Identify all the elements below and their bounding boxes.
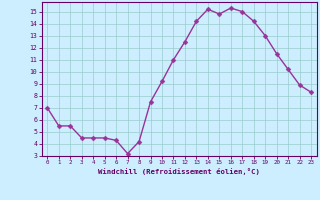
X-axis label: Windchill (Refroidissement éolien,°C): Windchill (Refroidissement éolien,°C) bbox=[98, 168, 260, 175]
